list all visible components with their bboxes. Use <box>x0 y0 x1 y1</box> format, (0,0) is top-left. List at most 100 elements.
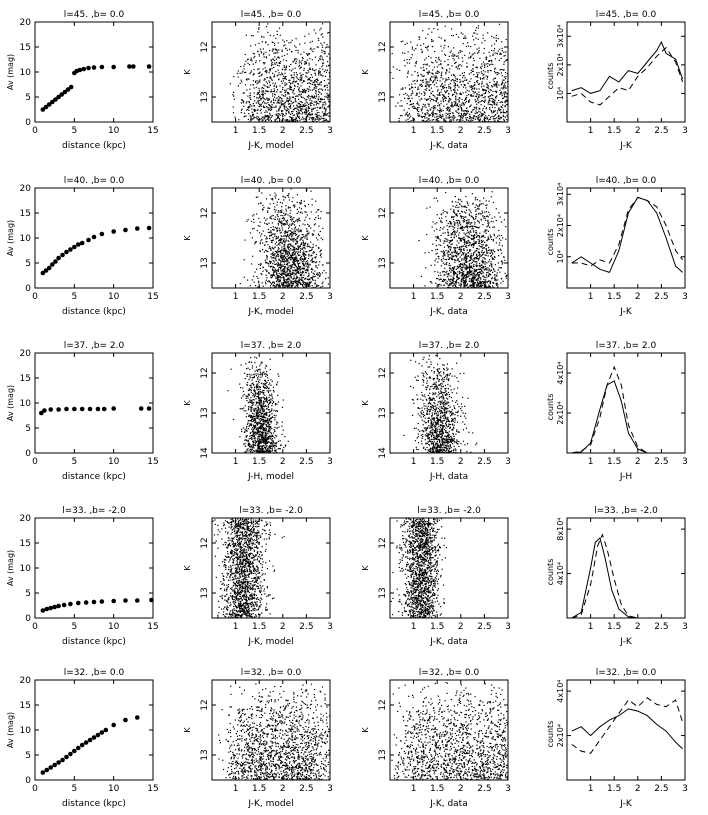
star-point <box>264 111 266 114</box>
star-point <box>310 254 312 256</box>
star-point <box>256 230 258 232</box>
star-point <box>493 50 495 52</box>
star-point <box>494 48 496 50</box>
star-point <box>264 120 266 122</box>
star-point <box>288 243 290 245</box>
star-point <box>433 109 435 111</box>
star-point <box>485 56 487 58</box>
star-point <box>459 81 461 83</box>
star-point <box>287 214 289 216</box>
star-point <box>293 280 295 282</box>
star-point <box>453 47 455 49</box>
star-point <box>252 80 254 82</box>
star-point <box>286 273 288 275</box>
star-point <box>268 86 270 88</box>
star-point <box>466 224 468 226</box>
star-point <box>308 255 310 257</box>
star-point <box>328 106 330 108</box>
star-point <box>262 204 264 207</box>
star-point <box>267 44 269 46</box>
star-point <box>276 244 278 246</box>
star-point <box>493 118 495 120</box>
star-point <box>476 75 479 77</box>
star-point <box>420 93 423 95</box>
star-point <box>239 283 241 285</box>
star-point <box>427 113 429 115</box>
star-point <box>245 78 247 80</box>
star-point <box>265 26 268 28</box>
star-point <box>487 219 489 221</box>
x-tick-label: 0 <box>32 126 38 136</box>
star-point <box>249 73 251 75</box>
star-point <box>473 234 475 236</box>
star-point <box>486 204 488 206</box>
star-point <box>425 37 427 39</box>
star-point <box>307 275 309 277</box>
star-point <box>320 210 322 213</box>
star-point <box>285 67 287 69</box>
star-point <box>462 287 464 288</box>
star-point <box>307 269 309 271</box>
star-point <box>436 116 438 118</box>
star-point <box>292 234 294 236</box>
star-point <box>472 279 474 281</box>
star-point <box>285 120 287 122</box>
star-point <box>493 37 495 39</box>
star-point <box>435 245 437 247</box>
star-point <box>424 63 426 65</box>
star-point <box>448 254 450 256</box>
star-point <box>260 272 262 275</box>
star-point <box>477 118 479 120</box>
x-tick-label: 2.5 <box>477 292 491 302</box>
star-point <box>487 121 489 122</box>
star-point <box>275 287 277 288</box>
star-point <box>253 68 255 71</box>
star-point <box>310 260 312 262</box>
star-point <box>259 242 261 244</box>
star-point <box>302 104 304 106</box>
star-point <box>492 54 494 57</box>
star-point <box>273 281 275 283</box>
star-point <box>272 98 275 100</box>
star-point <box>298 94 300 96</box>
star-point <box>266 241 268 243</box>
star-point <box>316 102 318 104</box>
star-point <box>462 92 464 94</box>
star-point <box>476 94 478 96</box>
star-point <box>473 117 475 120</box>
star-point <box>444 25 446 27</box>
star-point <box>504 54 506 57</box>
star-point <box>461 273 463 276</box>
star-point <box>294 253 296 255</box>
star-point <box>439 94 441 96</box>
star-point <box>495 90 497 92</box>
star-point <box>329 87 330 89</box>
star-point <box>286 284 288 286</box>
star-point <box>265 110 267 112</box>
star-point <box>300 91 302 93</box>
star-point <box>440 64 442 66</box>
star-point <box>297 271 299 273</box>
star-point <box>431 98 433 100</box>
star-point <box>305 113 308 115</box>
star-point <box>307 69 309 71</box>
star-point <box>302 271 304 273</box>
star-point <box>288 248 290 250</box>
star-point <box>286 285 289 287</box>
star-point <box>278 248 280 250</box>
star-point <box>289 270 291 272</box>
star-point <box>293 262 295 264</box>
star-point <box>417 113 419 115</box>
star-point <box>301 287 303 288</box>
star-point <box>279 62 281 64</box>
star-point <box>281 49 283 51</box>
star-point <box>473 121 476 122</box>
star-point <box>315 80 317 83</box>
star-point <box>291 280 293 282</box>
star-point <box>322 281 324 283</box>
star-point <box>464 102 467 104</box>
star-point <box>275 280 278 282</box>
star-point <box>427 84 429 87</box>
star-point <box>504 272 506 274</box>
star-point <box>283 265 285 267</box>
